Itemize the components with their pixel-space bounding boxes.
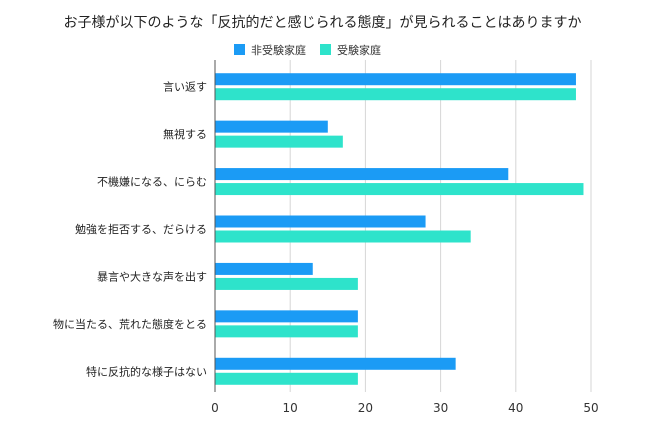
bar xyxy=(215,310,358,323)
x-tick-label: 40 xyxy=(508,401,523,415)
legend-item: 受験家庭 xyxy=(320,42,381,58)
legend-item: 非受験家庭 xyxy=(234,42,306,58)
legend: 非受験家庭 受験家庭 xyxy=(234,42,381,58)
category-label: 勉強を拒否する、だらける xyxy=(75,222,207,236)
category-label: 無視する xyxy=(163,127,207,141)
bar xyxy=(215,230,471,243)
legend-swatch xyxy=(320,44,331,55)
bar xyxy=(215,135,343,148)
x-tick-label: 20 xyxy=(358,401,373,415)
legend-swatch xyxy=(234,44,245,55)
category-label: 特に反抗的な様子はない xyxy=(86,364,207,378)
bar xyxy=(215,183,584,196)
category-label: 言い返す xyxy=(163,81,207,94)
x-tick-label: 10 xyxy=(283,401,298,415)
category-label: 物に当たる、荒れた態度をとる xyxy=(53,317,207,331)
chart-title: お子様が以下のような「反抗的だと感じられる態度」が見られることはありますか xyxy=(63,15,582,31)
bar xyxy=(215,73,576,86)
bar xyxy=(215,262,313,275)
category-label: 不機嫌になる、にらむ xyxy=(97,175,207,189)
bar xyxy=(215,357,456,370)
bar xyxy=(215,372,358,385)
bar xyxy=(215,120,328,133)
x-tick-label: 50 xyxy=(583,401,598,415)
bar xyxy=(215,325,358,338)
bar xyxy=(215,215,426,228)
category-label: 暴言や大きな声を出す xyxy=(97,269,207,283)
legend-label: 受験家庭 xyxy=(337,44,381,57)
legend-label: 非受験家庭 xyxy=(251,44,306,57)
bar xyxy=(215,277,358,290)
x-tick-label: 0 xyxy=(211,401,219,415)
bar xyxy=(215,168,509,181)
x-tick-label: 30 xyxy=(433,401,448,415)
bar xyxy=(215,88,576,101)
